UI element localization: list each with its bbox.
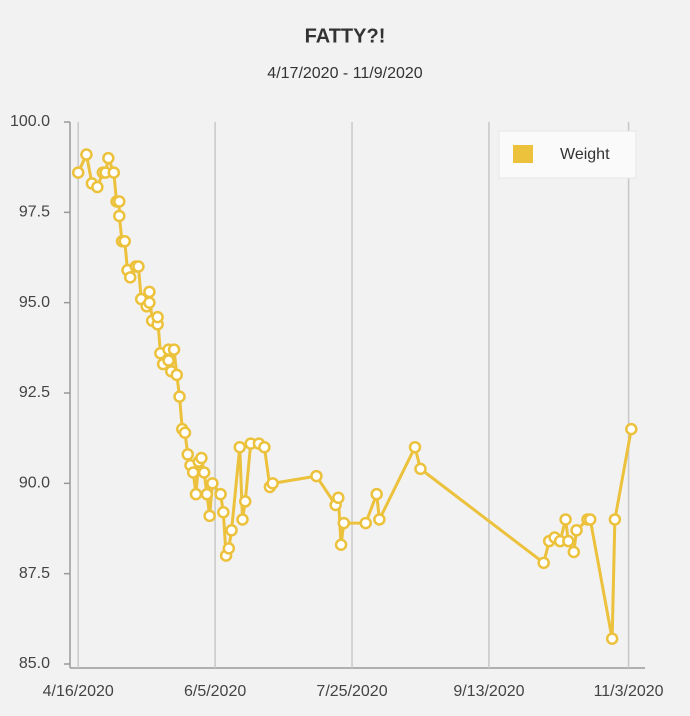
point [373, 513, 386, 526]
point [310, 469, 323, 483]
point [80, 148, 93, 161]
point [195, 451, 208, 465]
point [562, 534, 575, 548]
point [408, 440, 422, 454]
point [197, 466, 211, 479]
point [206, 477, 219, 490]
point [608, 513, 622, 526]
point [203, 509, 216, 523]
point [334, 538, 348, 552]
y-tick-label: 90.0 [19, 475, 50, 492]
point [162, 354, 175, 367]
x-tick-label: 7/25/2020 [316, 683, 387, 700]
point [537, 556, 550, 570]
point [238, 495, 252, 508]
point [414, 462, 427, 476]
point [233, 440, 247, 454]
point [113, 209, 126, 223]
point [173, 390, 186, 403]
point [266, 477, 279, 490]
point [217, 505, 230, 519]
point [118, 234, 132, 248]
point [143, 296, 156, 309]
x-tick-label: 11/3/2020 [594, 683, 664, 700]
point [181, 448, 194, 461]
point [605, 632, 619, 645]
point [123, 271, 137, 284]
point [370, 487, 383, 501]
point [102, 151, 115, 165]
x-tick-label: 6/5/2020 [184, 683, 246, 700]
point [189, 487, 203, 501]
point [167, 343, 181, 356]
point [143, 285, 156, 299]
point [91, 180, 104, 194]
point [200, 487, 214, 501]
y-tick-label: 100.0 [10, 113, 50, 130]
y-tick-label: 85.0 [19, 655, 50, 672]
point [236, 513, 249, 526]
point [107, 166, 121, 179]
point [625, 422, 638, 436]
point [570, 524, 583, 537]
point [132, 260, 145, 273]
point [359, 516, 372, 530]
point [337, 516, 351, 530]
chart-subtitle: 4/17/2020 - 11/9/2020 [267, 65, 422, 82]
x-tick-label: 9/13/2020 [453, 683, 524, 700]
point [222, 542, 236, 555]
y-tick-label: 87.5 [19, 565, 50, 582]
point [71, 166, 85, 179]
grid [77, 122, 630, 668]
point [186, 466, 200, 479]
legend-swatch [513, 145, 533, 163]
y-tick-label: 92.5 [19, 384, 50, 401]
point [583, 513, 597, 526]
point [178, 426, 192, 439]
y-tick-label: 95.0 [19, 294, 50, 311]
point [567, 545, 581, 559]
y-tick-label: 97.5 [19, 204, 50, 221]
point [332, 491, 345, 505]
point [170, 368, 184, 382]
point [258, 440, 271, 454]
point [214, 487, 227, 501]
point [225, 524, 238, 537]
chart-title: FATTY?! [305, 25, 386, 47]
point [113, 195, 126, 208]
x-tick-label: 4/16/2020 [43, 683, 114, 700]
legend-label: Weight [560, 146, 610, 163]
point [559, 513, 572, 526]
point [151, 310, 164, 324]
